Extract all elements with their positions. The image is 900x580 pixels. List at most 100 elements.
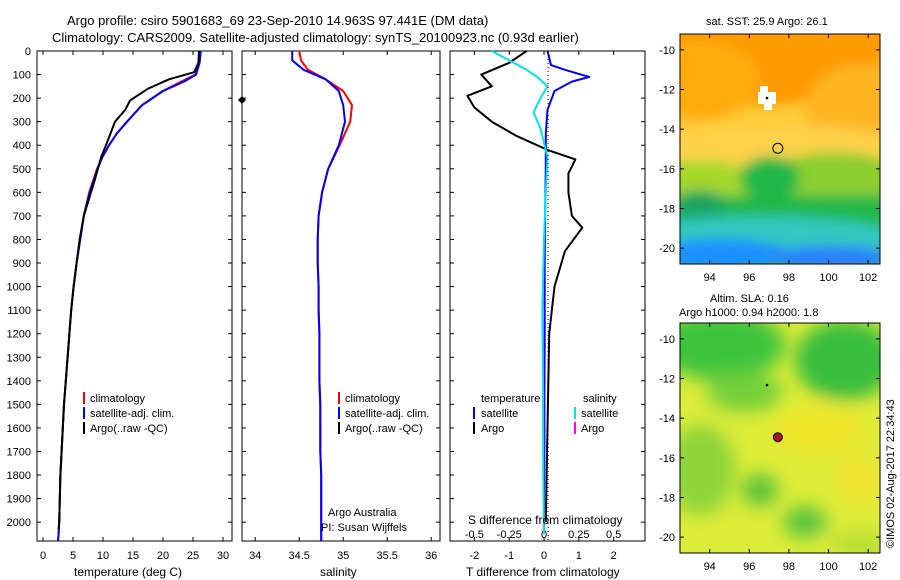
- s-difference-label: S difference from climatology: [468, 513, 623, 527]
- map-x-tick-label: 102: [859, 272, 877, 284]
- sla-map-axes: 94 96 98 100 102 -10 -12 -14 -16 -18 -20: [659, 323, 880, 573]
- depth-tick-label: 800: [13, 234, 31, 246]
- x-tick-label: 5: [70, 550, 76, 562]
- x-tick-label: 25: [187, 550, 199, 562]
- sst-cool-west: [680, 239, 790, 264]
- salinity-xlabel: salinity: [320, 565, 357, 579]
- sla-map-title: Altim. SLA: 0.16: [710, 293, 789, 305]
- legend-title-salinity: salinity: [583, 393, 617, 405]
- temperature-axes: [36, 50, 233, 542]
- depth-tick-label: 1600: [7, 423, 31, 435]
- credit-pi: PI: Susan Wijffels: [321, 522, 407, 534]
- sla-green-se: [830, 531, 880, 553]
- legend-label-satellite: satellite-adj. clim.: [90, 408, 174, 420]
- s-tick-label: -0.25: [497, 529, 522, 541]
- salinity-x-axis: 34 34.5 35 35.5 36: [249, 51, 437, 562]
- legend-label-argo: Argo(..raw -QC): [90, 423, 168, 435]
- argo-position-marker: [772, 142, 784, 154]
- depth-tick-label: 200: [13, 93, 31, 105]
- salinity-series: [291, 50, 353, 541]
- sst-green-tongue: [740, 156, 800, 200]
- temperature-xlabel: temperature (deg C): [74, 565, 182, 579]
- series-line-satellite-adj-clim-: [291, 51, 346, 541]
- x-tick-label: 34: [249, 550, 261, 562]
- legend-title-temperature: temperature: [481, 393, 540, 405]
- depth-tick-label: 1900: [7, 494, 31, 506]
- depth-tick-label: 1800: [7, 470, 31, 482]
- map-y-tick-label: -10: [659, 334, 675, 346]
- sla-field: [680, 323, 880, 553]
- imos-stamp: ©IMOS 02-Aug-2017 22:34:43: [885, 399, 897, 548]
- temperature-legend: climatology satellite-adj. clim. Argo(..…: [83, 392, 174, 435]
- map-x-tick-label: 98: [783, 561, 795, 573]
- legend-label-t-satellite: satellite: [481, 408, 518, 420]
- sst-green-patch: [680, 190, 725, 220]
- x-tick-label: 34.5: [288, 550, 309, 562]
- depth-tick-label: 1500: [7, 399, 31, 411]
- series-line-salinity-satellite: [491, 50, 549, 534]
- depth-tick-label: 2000: [7, 517, 31, 529]
- depth-tick-label: 700: [13, 211, 31, 223]
- salinity-axes: [241, 50, 441, 542]
- map-x-tick-label: 100: [819, 561, 837, 573]
- depth-tick-label: 1300: [7, 352, 31, 364]
- map-y-tick-label: -20: [659, 532, 675, 544]
- x-tick-label: 30: [217, 550, 229, 562]
- map-y-tick-label: -18: [659, 492, 675, 504]
- map-y-tick-label: -16: [659, 164, 675, 176]
- sst-map-frame: [679, 33, 881, 265]
- depth-tick-label: 1700: [7, 446, 31, 458]
- x-tick-label: 36: [425, 550, 437, 562]
- temperature-series: [57, 50, 202, 542]
- map-x-tick-label: 94: [704, 561, 716, 573]
- x-tick-label: -1: [504, 550, 514, 562]
- sla-map: [680, 323, 880, 553]
- map-x-tick-label: 96: [743, 272, 755, 284]
- x-tick-label: 35: [337, 550, 349, 562]
- figure-subtitle: Climatology: CARS2009. Satellite-adjuste…: [52, 30, 579, 45]
- depth-tick-label: 100: [13, 70, 31, 82]
- depth-tick-label: 1000: [7, 282, 31, 294]
- difference-legend: temperature salinity satellite Argo sate…: [473, 393, 618, 435]
- map-x-tick-label: 96: [743, 561, 755, 573]
- sla-yellow-se: [838, 454, 880, 506]
- legend-label-s-satellite: satellite: [581, 408, 618, 420]
- depth-tick-label: 300: [13, 117, 31, 129]
- depth-tick-label: 1100: [7, 305, 31, 317]
- map-x-tick-label: 94: [704, 272, 716, 284]
- depth-tick-label: 500: [13, 164, 31, 176]
- sla-map-frame: [679, 322, 881, 554]
- previous-position-dot: [765, 96, 769, 100]
- s-tick-label: 0.5: [606, 529, 621, 541]
- sst-map: [680, 34, 880, 264]
- series-line-temperature-satellite: [543, 50, 591, 534]
- legend-label-argo: Argo(..raw -QC): [345, 423, 423, 435]
- sla-green-ne: [795, 323, 880, 400]
- series-line-climatology: [57, 50, 202, 542]
- series-line-satellite-adj-clim-: [57, 50, 202, 542]
- figure-title: Argo profile: csiro 5901683_69 23-Sep-20…: [67, 13, 488, 28]
- x-tick-label: 1: [576, 550, 582, 562]
- sla-green-w: [680, 425, 735, 515]
- s-tick-label: -0.5: [465, 529, 484, 541]
- x-tick-label: 20: [157, 550, 169, 562]
- map-y-tick-label: -14: [659, 413, 675, 425]
- sla-yellow-core: [775, 405, 865, 455]
- sla-green-mid: [707, 372, 783, 412]
- series-line-temperature-argo: [466, 50, 584, 523]
- credit-argo-australia: Argo Australia: [328, 507, 397, 519]
- x-tick-label: 15: [127, 550, 139, 562]
- depth-tick-label: 900: [13, 258, 31, 270]
- x-tick-label: -2: [469, 550, 479, 562]
- salinity-legend: climatology satellite-adj. clim. Argo(..…: [321, 392, 429, 534]
- x-tick-label: 0: [541, 550, 547, 562]
- depth-tick-label: 400: [13, 140, 31, 152]
- series-line-argo-raw-qc-: [57, 50, 200, 530]
- depth-tick-label: 1400: [7, 376, 31, 388]
- depth-tick-label: 600: [13, 187, 31, 199]
- cloud-mask: [760, 86, 768, 94]
- sla-map-subtitle: Argo h1000: 0.94 h2000: 1.8: [679, 307, 818, 319]
- map-y-tick-label: -12: [659, 374, 675, 386]
- t-difference-xlabel: T difference from climatology: [466, 565, 620, 579]
